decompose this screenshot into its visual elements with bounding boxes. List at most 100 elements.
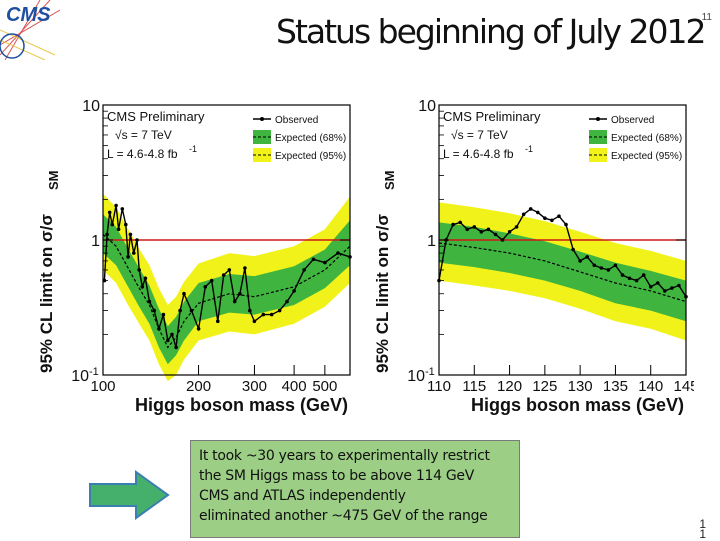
- chart0-y-tick-label: 10: [71, 368, 89, 385]
- chart0-observed-point: [216, 319, 220, 324]
- chart1-legend-95-label: Expected (95%): [611, 151, 682, 162]
- chart1-legend-observed-marker: [596, 117, 600, 121]
- chart0-observed-point: [128, 232, 133, 237]
- chart1-info-energy: √s = 7 TeV: [451, 128, 508, 142]
- page-number: 1 1: [699, 518, 706, 540]
- chart0-observed-point: [174, 345, 178, 350]
- chart1-x-tick-label: 135: [603, 378, 628, 395]
- chart0-observed-point: [126, 255, 130, 259]
- chart1-observed-point: [571, 247, 575, 252]
- chart1-x-tick-label: 125: [532, 378, 557, 395]
- chart0-observed-point: [157, 327, 161, 331]
- chart1-observed-point: [528, 207, 533, 211]
- chart0-observed-point: [232, 299, 237, 304]
- chart1-y-axis-label: 95% CL limit on σ/σ: [373, 214, 392, 373]
- chart1-y-tick-label: 10: [407, 368, 425, 385]
- chart0-y-axis-label-sub: SM: [46, 171, 61, 191]
- chart0-observed-point: [248, 308, 252, 313]
- chart1-observed-point: [465, 227, 469, 232]
- chart0-y-tick-label: 1: [91, 233, 100, 250]
- cms-logo-graphic: [0, 0, 61, 61]
- chart1-observed-point: [479, 230, 484, 234]
- chart0-observed-point: [292, 289, 296, 293]
- chart0-observed-point: [209, 278, 214, 283]
- chart1-legend-95-swatch: [589, 148, 607, 162]
- chart0-observed-point: [323, 260, 327, 265]
- chart0-observed-point: [311, 257, 316, 262]
- chart1-y-axis-label-sub: SM: [382, 171, 397, 191]
- chart1-x-tick-label: 145: [673, 378, 694, 395]
- chart0-y-axis-label: 95% CL limit on σ/σ: [37, 214, 56, 373]
- chart0-observed-point: [166, 338, 170, 343]
- chart1-expected-line: [438, 242, 687, 303]
- chart1-observed-point: [557, 214, 561, 218]
- chart0-observed-point: [152, 308, 156, 313]
- chart1-observed-point: [486, 227, 491, 232]
- chart1-info-lumi: L = 4.6-4.8 fb: [443, 147, 514, 161]
- chart0-observed-point: [110, 222, 115, 227]
- chart0-observed-point: [252, 319, 257, 324]
- chart1-y-tick-sup: -1: [425, 366, 435, 378]
- chart1-observed-point: [472, 225, 477, 229]
- chart1-observed-point: [578, 259, 582, 263]
- chart0-legend-95-swatch: [253, 148, 271, 162]
- chart1-x-tick-label: 140: [638, 378, 663, 395]
- note-line-4: eliminated another ~475 GeV of the range: [199, 508, 488, 524]
- chart0-observed-point: [227, 268, 232, 272]
- chart0-observed-point: [137, 268, 141, 272]
- chart0-observed-point: [114, 203, 118, 208]
- chart0-observed-point: [143, 276, 148, 281]
- chart0-observed-point: [135, 238, 139, 242]
- chart1-observed-point: [585, 255, 589, 259]
- chart0-observed-point: [221, 273, 226, 277]
- chart1-info-title: CMS Preliminary: [443, 109, 541, 124]
- chart1-observed-point: [514, 225, 519, 229]
- chart0-legend-68-swatch: [253, 130, 271, 144]
- chart0-x-tick-label: 300: [242, 378, 267, 395]
- chart1-observed-point: [521, 212, 526, 217]
- chart0-observed-point: [140, 285, 145, 289]
- chart1-observed-point: [641, 273, 646, 277]
- cms-logo-text: CMS: [6, 4, 51, 26]
- chart1-observed-point: [648, 285, 653, 289]
- right-arrow-icon: [88, 470, 172, 525]
- chart1-legend-68-label: Expected (68%): [611, 133, 682, 144]
- chart1-x-axis-label: Higgs boson mass (GeV): [471, 395, 684, 415]
- chart0-observed-point: [189, 308, 194, 313]
- chart0-observed-point: [277, 308, 282, 313]
- chart0-observed-point: [105, 232, 109, 237]
- chart0-observed-point: [269, 312, 274, 317]
- chart1-observed-point: [543, 216, 547, 220]
- summary-note: It took ~30 years to experimentally rest…: [190, 440, 520, 538]
- chart1-x-tick-label: 120: [497, 378, 522, 395]
- chart0-legend-68-label: Expected (68%): [275, 133, 346, 144]
- chart1-y-tick-label: 1: [427, 233, 436, 250]
- chart0-observed-point: [147, 299, 152, 304]
- chart0-observed-point: [238, 291, 242, 296]
- chart0-observed-point: [261, 312, 266, 317]
- chart1-observed-point: [677, 283, 681, 288]
- slide-number: 11: [701, 12, 712, 23]
- chart0-y-tick-label: 10: [82, 98, 100, 115]
- chart0-observed-point: [124, 222, 128, 227]
- chart0-observed-point: [120, 207, 125, 211]
- chart1-observed-point: [613, 263, 618, 268]
- chart0-x-axis-label: Higgs boson mass (GeV): [135, 395, 348, 415]
- chart0-observed-point: [178, 308, 182, 313]
- chart0-x-tick-label: 200: [186, 378, 211, 395]
- chart1-x-tick-label: 115: [462, 378, 486, 395]
- chart1-observed-point: [493, 232, 498, 237]
- chart0-legend-95-label: Expected (95%): [275, 151, 346, 162]
- chart1-observed-point: [670, 286, 674, 290]
- chart1-observed-point: [451, 222, 455, 227]
- chart1-x-tick-label: 130: [568, 378, 593, 395]
- chart0-info-lumi: L = 4.6-4.8 fb: [107, 147, 178, 161]
- chart1-band-68: [439, 222, 686, 322]
- chart0-expected-line: [102, 233, 351, 349]
- chart1-info-lumi-sup: -1: [525, 144, 533, 154]
- chart0-band-68: [103, 214, 350, 365]
- chart1-observed-point: [606, 268, 611, 272]
